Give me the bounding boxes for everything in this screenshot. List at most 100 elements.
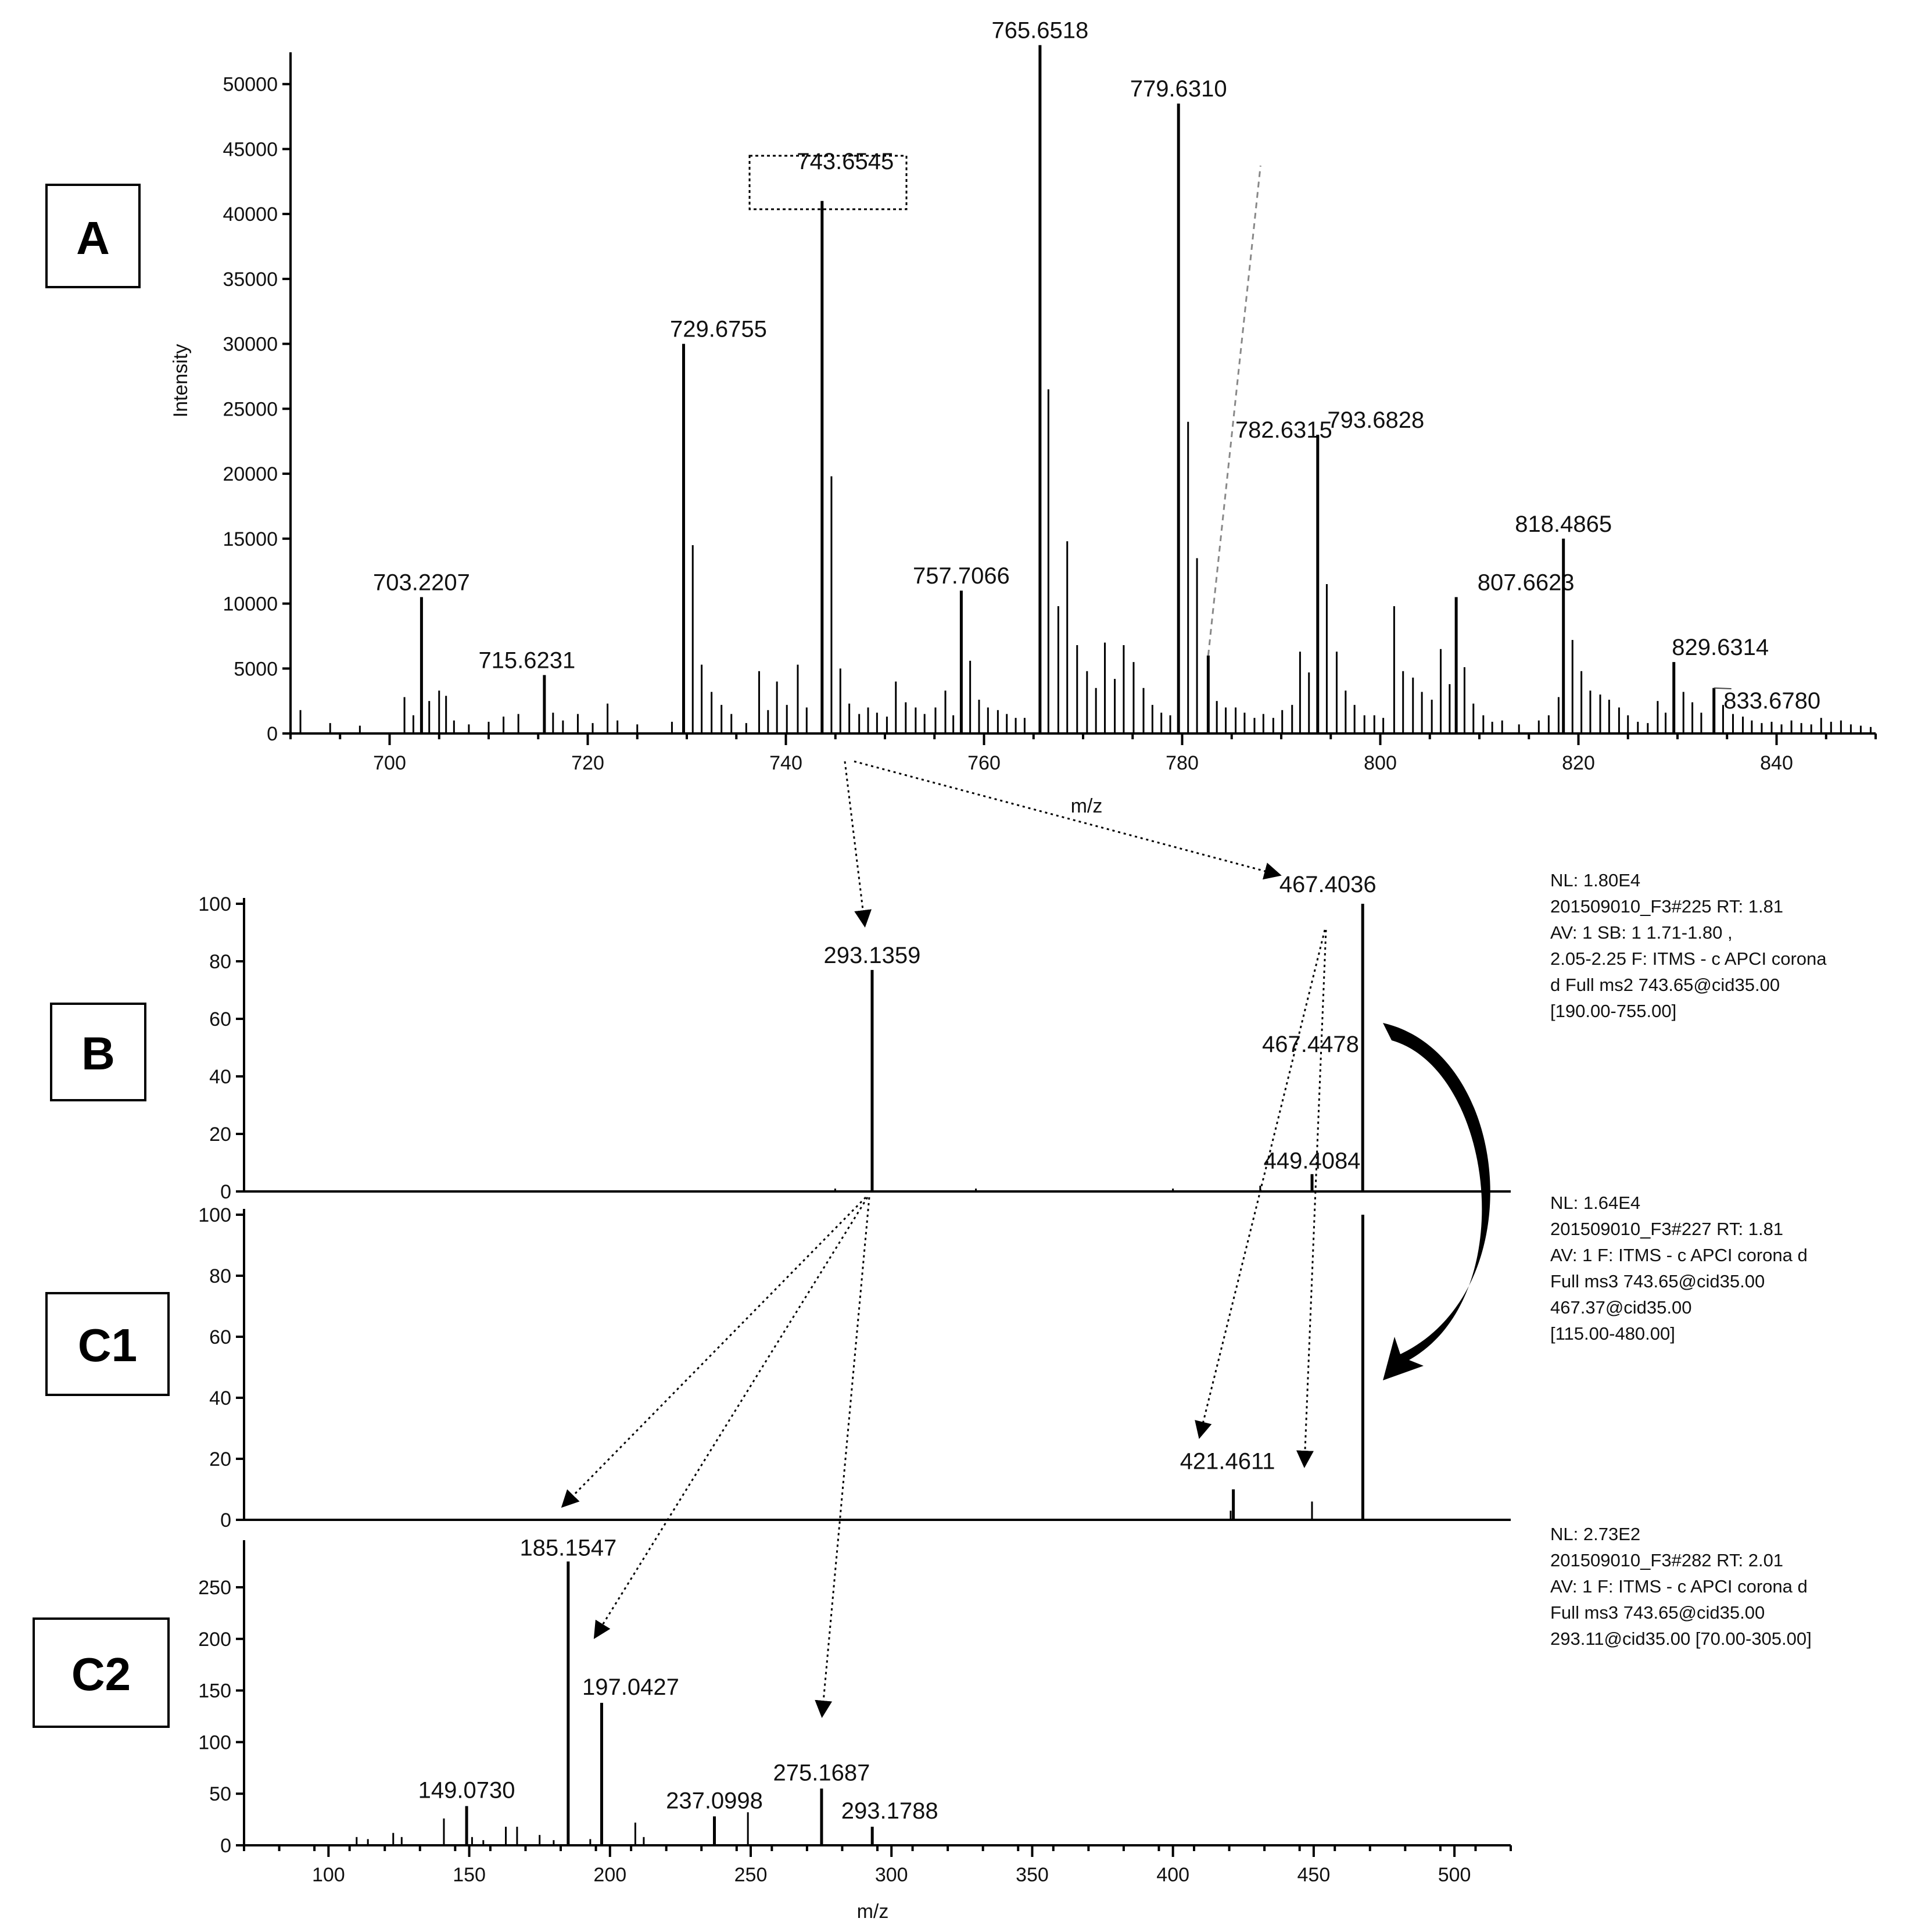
panel-a-xtick-label: 840 [1760,752,1793,774]
panel-a-ytick-label: 25000 [223,398,278,420]
info-line: NL: 1.64E4 [1550,1193,1640,1213]
panel-a-ytick-label: 45000 [223,138,278,160]
panel-b-ytick-label: 100 [198,893,231,915]
arrow-293-to-197 [593,1197,869,1640]
info-line: AV: 1 F: ITMS - c APCI corona d [1550,1245,1808,1265]
panel-a-peak-label: 833.6780 [1723,688,1820,714]
info-line: AV: 1 SB: 1 1.71-1.80 , [1550,922,1733,943]
panel-a-ytick-label: 5000 [234,658,278,680]
info-line: 201509010_F3#225 RT: 1.81 [1550,896,1783,917]
panel-c2-ytick-label: 150 [198,1680,231,1702]
info-line: d Full ms2 743.65@cid35.00 [1550,975,1780,995]
panel-c2-peak-label: 197.0427 [582,1674,679,1700]
panel-a-ytick-label: 50000 [223,74,278,96]
panel-a-ytick-label: 15000 [223,528,278,550]
panel-a-spectrum: 0 5000 10000 15000 20000 25000 30000 35000 40000… [223,18,1877,774]
panel-c1-ytick-label: 20 [209,1448,231,1470]
panel-c1-spectrum: 0 20 40 60 80 100 421.4611 467.4478 [198,1032,1511,1531]
arrow-a-to-467 [854,760,1282,880]
panel-a-box [45,184,141,288]
panel-b-ytick-label: 20 [209,1123,231,1146]
panel-a-ytick-label: 30000 [223,334,278,356]
panel-a-label: A [76,212,110,264]
panel-b-ytick-label: 0 [220,1181,231,1203]
panel-a-peak-label: 757.7066 [913,563,1010,589]
panel-a-peak-label: 715.6231 [478,647,575,673]
panel-c1-ytick-label: 0 [220,1509,231,1531]
panel-a-ytick-label: 35000 [223,269,278,291]
panel-a-callout-782 [1207,165,1261,656]
info-line: NL: 1.80E4 [1550,870,1640,890]
info-line: NL: 2.73E2 [1550,1524,1640,1544]
panel-c2-ytick-label: 0 [220,1835,231,1857]
panel-a-xlabel: m/z [1071,795,1103,817]
panel-a-callout-833 [1714,687,1732,689]
panel-a-peak-label: 729.6755 [670,317,767,342]
panel-a-peak-label: 818.4865 [1515,511,1612,537]
panel-c2-xtick-label: 300 [875,1864,908,1886]
ms3-curved-arrow [1383,1023,1490,1380]
panel-b-ytick-label: 40 [209,1066,231,1088]
panel-a-xtick-label: 700 [373,752,406,774]
info-line: [115.00-480.00] [1550,1323,1675,1344]
panel-a-xtick-label: 740 [769,752,802,774]
panel-c2-xtick-label: 250 [734,1864,768,1886]
panel-a-ytick-label: 0 [267,723,278,745]
info-line: 2.05-2.25 F: ITMS - c APCI corona [1550,949,1827,969]
panel-a-ytick-label: 20000 [223,463,278,485]
info-line: AV: 1 F: ITMS - c APCI corona d [1550,1576,1808,1597]
panel-c1-ytick-label: 40 [209,1387,231,1409]
panel-a-xtick-label: 820 [1562,752,1595,774]
panel-b-ytick-label: 80 [209,951,231,973]
panel-a-ytick-label: 40000 [223,203,278,226]
panel-c1-label: C1 [78,1319,137,1371]
panel-a-xtick-label: 720 [571,752,604,774]
panel-a-peak-label: 793.6828 [1327,407,1424,433]
panel-a-peak-label: 829.6314 [1672,635,1769,660]
panel-b-peak-label: 293.1359 [824,943,921,968]
panel-c2-xtick-label: 450 [1297,1864,1331,1886]
panel-a-xtick-label: 760 [967,752,1001,774]
panel-b-ytick-label: 60 [209,1008,231,1030]
panel-a-peak-label: 703.2207 [373,570,470,595]
panel-c2-xtick-label: 150 [453,1864,486,1886]
panel-c2-peak-label: 275.1687 [773,1760,870,1785]
info-line: [190.00-755.00] [1550,1001,1676,1021]
info-line: 467.37@cid35.00 [1550,1297,1692,1318]
panel-c2-info: NL: 2.73E2 201509010_F3#282 RT: 2.01 AV: 1… [1550,1524,1812,1649]
panel-c1-ytick-label: 60 [209,1326,231,1348]
panel-b-label: B [81,1028,115,1079]
panel-a-xtick-label: 780 [1166,752,1199,774]
panel-c2-ytick-label: 200 [198,1629,231,1651]
panel-a-peak-label: 779.6310 [1130,76,1227,102]
panel-c2-box [33,1617,170,1728]
panel-b-spectrum: 0 20 40 60 80 100 293.1359 449.4084 467.4036 [198,872,1511,1203]
info-line: 201509010_F3#282 RT: 2.01 [1550,1550,1783,1570]
info-line: 201509010_F3#227 RT: 1.81 [1550,1219,1783,1239]
panel-a-xtick-label: 800 [1364,752,1397,774]
panel-c2-ytick-label: 50 [209,1783,231,1805]
panel-b-box [50,1003,146,1101]
panel-c2-peak-label: 293.1788 [841,1798,938,1824]
panel-c2-ytick-label: 100 [198,1731,231,1753]
info-line: Full ms3 743.65@cid35.00 [1550,1271,1765,1291]
panel-c2-xtick-label: 350 [1016,1864,1049,1886]
panel-a-peak-label: 782.6315 [1235,417,1332,443]
arrow-467-to-449 [1296,929,1327,1468]
arrow-a-to-293 [844,761,872,928]
panel-b-peak-label: 449.4084 [1264,1148,1361,1173]
panel-a-ytick-label: 10000 [223,593,278,615]
panel-c2-xlabel: m/z [857,1901,889,1923]
info-line: Full ms3 743.65@cid35.00 [1550,1602,1765,1623]
panel-a-peak-label: 743.6545 [797,149,894,174]
panel-a-peak-label: 765.6518 [991,18,1088,44]
panel-c1-ytick-label: 100 [198,1204,231,1226]
panel-c2-label: C2 [71,1648,131,1700]
panel-c2-peak-label: 149.0730 [418,1778,515,1803]
panel-b-peak-label: 467.4036 [1279,872,1377,897]
panel-c2-ytick-label: 250 [198,1577,231,1599]
panel-c2-xtick-label: 500 [1438,1864,1471,1886]
panel-a-ylabel: Intensity [170,344,192,418]
panel-c1-peak-label: 421.4611 [1180,1449,1275,1475]
